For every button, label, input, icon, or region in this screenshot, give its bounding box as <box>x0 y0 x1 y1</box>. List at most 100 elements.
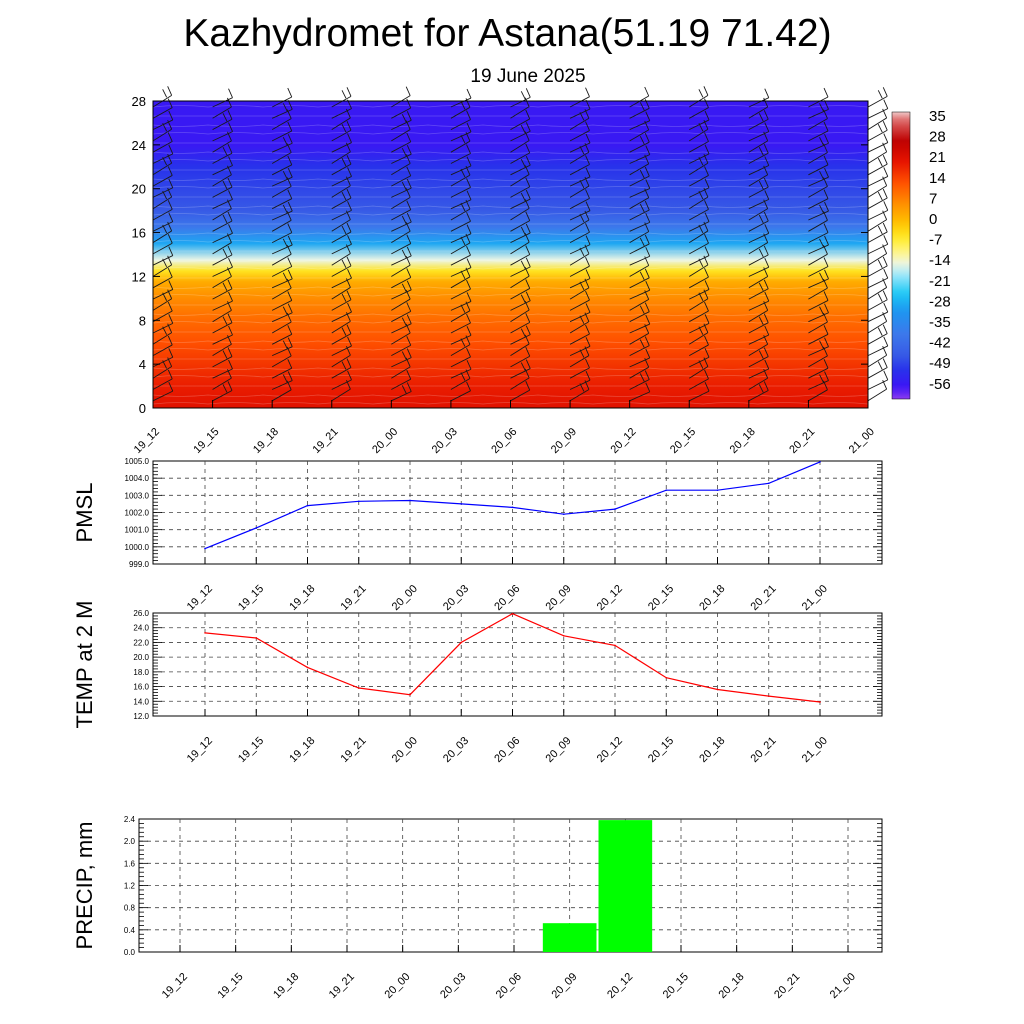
wind-barb <box>271 321 292 334</box>
wind-barb-feather <box>524 131 530 141</box>
wind-barb <box>331 95 352 108</box>
wind-barb <box>867 209 888 221</box>
wind-barb-feather <box>341 124 347 133</box>
wind-barb-feather <box>341 361 347 370</box>
wind-barb-feather <box>883 133 889 143</box>
wind-barb-feather <box>644 336 650 346</box>
wind-barb-feather <box>763 177 769 188</box>
colorbar-labels: 35 28 21 14 7 0 -7 -14 -21 -28 -35 -42 -49 -56 <box>929 108 951 393</box>
wind-barb-feather <box>520 294 526 303</box>
wind-barb-feather <box>644 290 650 300</box>
colorbar-label: 7 <box>929 190 937 207</box>
wind-barb <box>212 106 232 119</box>
wind-barb <box>152 230 172 243</box>
contour-line <box>152 151 924 154</box>
wind-barb-feather <box>698 326 704 335</box>
wind-barb-feather <box>162 326 168 335</box>
x-tick-label: 20_06 <box>492 583 522 613</box>
heatmap-contours <box>152 105 924 405</box>
wind-barb-feather <box>222 384 228 393</box>
wind-barb <box>569 379 591 390</box>
wind-barb-feather <box>703 120 709 130</box>
wind-barb-feather <box>579 213 585 223</box>
wind-barb <box>212 118 233 130</box>
wind-barb-feather <box>644 86 650 97</box>
wind-barb-feather <box>704 200 709 210</box>
wind-barb <box>510 300 531 311</box>
wind-barb <box>510 334 531 345</box>
wind-barb <box>689 128 709 142</box>
wind-barb-feather <box>645 348 651 359</box>
wind-barb <box>510 118 530 130</box>
wind-barb-feather <box>406 200 412 210</box>
y-tick-label: 22.0 <box>133 638 149 647</box>
series-point <box>716 688 719 691</box>
wind-barb <box>271 389 292 402</box>
wind-barb-feather <box>585 155 590 165</box>
contour-line <box>152 267 924 270</box>
wind-barb-feather <box>698 360 704 369</box>
wind-barb-feather <box>764 258 770 268</box>
heatmap-x-tick-label: 20_12 <box>608 426 638 456</box>
wind-barb-feather <box>406 268 412 278</box>
wind-barb <box>331 243 352 255</box>
wind-barb-feather <box>824 201 829 212</box>
wind-barb-feather <box>287 167 293 178</box>
colorbar-label: -21 <box>929 273 951 290</box>
wind-barb <box>271 232 292 244</box>
wind-barb <box>212 165 233 176</box>
wind-barb <box>450 368 472 379</box>
wind-barb <box>450 140 471 153</box>
wind-barb-feather <box>287 100 293 110</box>
wind-barb-feather <box>763 131 769 142</box>
wind-barb-feather <box>466 347 471 358</box>
wind-barb <box>808 108 829 119</box>
contour-line <box>152 178 924 181</box>
wind-barb-feather <box>465 132 471 142</box>
wind-barb-feather <box>401 385 407 394</box>
series-point <box>767 695 770 697</box>
wind-barb-feather <box>282 374 288 383</box>
wind-barb <box>450 288 471 300</box>
wind-barb-feather <box>823 291 829 301</box>
y-tick-label: 1.2 <box>124 882 136 891</box>
wind-barb-feather <box>167 120 173 130</box>
wind-barb <box>569 311 591 323</box>
contour-line <box>152 286 924 289</box>
wind-barb <box>391 187 412 198</box>
wind-barb-feather <box>525 122 531 132</box>
wind-barb-feather <box>883 268 889 279</box>
wind-barb-feather <box>162 123 168 132</box>
wind-barb-feather <box>466 122 472 133</box>
wind-barb <box>391 221 412 232</box>
wind-barb <box>867 117 887 130</box>
wind-barb-feather <box>162 292 168 301</box>
wind-barb <box>808 244 829 255</box>
wind-barb-feather <box>823 257 829 267</box>
wind-barb-feather <box>644 268 650 278</box>
wind-barb <box>212 198 233 210</box>
series-point <box>562 635 565 637</box>
y-tick-label: 0.8 <box>124 904 136 913</box>
wind-barb <box>689 322 710 334</box>
wind-barb-feather <box>222 248 228 258</box>
wind-barb-feather <box>819 137 824 146</box>
wind-barb-feather <box>460 304 466 313</box>
wind-barb <box>152 366 172 379</box>
wind-barb <box>629 231 649 243</box>
wind-barb-feather <box>882 87 888 97</box>
wind-barb <box>867 176 888 187</box>
wind-barb <box>152 298 172 311</box>
wind-barb-feather <box>525 177 531 187</box>
wind-barb-feather <box>406 234 412 244</box>
wind-barb-feather <box>525 245 531 255</box>
wind-barb <box>629 188 650 198</box>
wind-barb-feather <box>287 325 293 335</box>
wind-barb <box>689 242 709 255</box>
wind-barb <box>867 197 888 210</box>
wind-barb-feather <box>520 328 526 337</box>
wind-barb-feather <box>882 154 888 165</box>
wind-barb-feather <box>341 293 347 302</box>
series-point <box>511 506 514 509</box>
wind-barb <box>629 345 650 357</box>
